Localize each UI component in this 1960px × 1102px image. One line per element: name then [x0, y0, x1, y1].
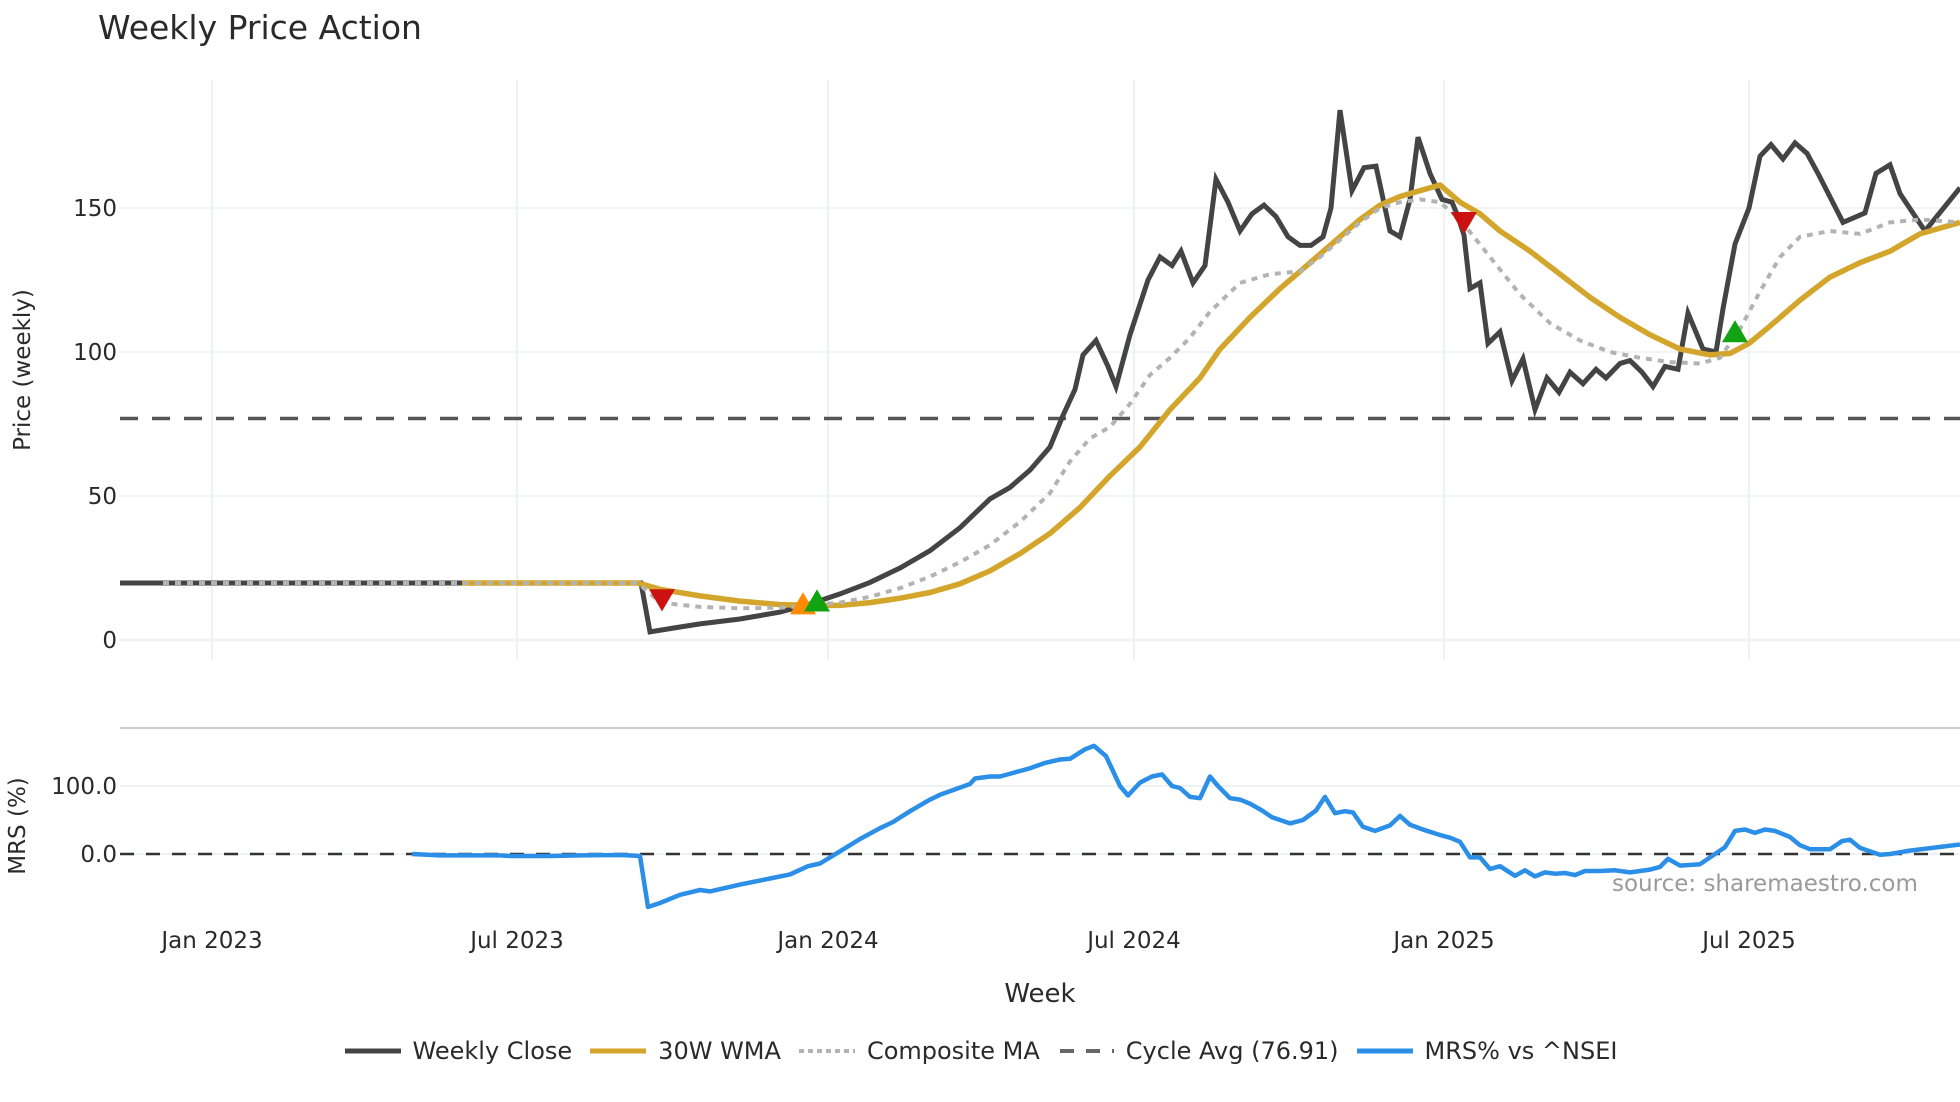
sell-signal-triangle-icon [1451, 212, 1477, 235]
buy-signal-triangle-icon [1722, 320, 1748, 343]
x-tick-label: Jan 2023 [159, 928, 262, 954]
legend-label: Composite MA [866, 1037, 1040, 1065]
price-axis-label: Price (weekly) [10, 289, 36, 451]
x-tick-label: Jan 2025 [1391, 928, 1494, 954]
x-tick-label: Jul 2025 [1700, 928, 1796, 954]
x-tick-label: Jul 2024 [1085, 928, 1181, 954]
y-tick-labels: 0 50 100 150 0.0 100.0 [51, 196, 117, 868]
sell-signal-triangle-icon [649, 589, 675, 612]
source-note: source: sharemaestro.com [1612, 871, 1918, 897]
mrs-axis-label: MRS (%) [5, 777, 31, 875]
30w-wma-line [462, 182, 1960, 609]
mrs-line [411, 743, 1960, 910]
legend: Weekly Close 30W WMA Composite MA Cycle … [0, 1037, 1960, 1065]
weekly-close-line [120, 109, 1960, 635]
mrs-tick-label: 0.0 [80, 842, 117, 868]
legend-label: Weekly Close [412, 1037, 573, 1065]
dotted-line-icon [798, 1049, 855, 1053]
price-tick-label: 100 [73, 340, 117, 366]
dashed-line-icon [1059, 1049, 1114, 1053]
legend-item-weekly-close[interactable]: Weekly Close [343, 1037, 573, 1065]
x-axis-label: Week [1004, 979, 1075, 1009]
legend-item-30w-wma[interactable]: 30W WMA [588, 1037, 781, 1065]
chart-title: Weekly Price Action [98, 8, 422, 47]
x-tick-labels: Jan 2023 Jul 2023 Jan 2024 Jul 2024 Jan 2025… [159, 928, 1795, 954]
x-tick-label: Jan 2024 [775, 928, 878, 954]
price-tick-label: 0 [102, 628, 117, 654]
solid-line-icon [1356, 1048, 1413, 1054]
solid-line-icon [590, 1048, 647, 1054]
legend-item-cycle-avg[interactable]: Cycle Avg (76.91) [1056, 1037, 1339, 1065]
price-tick-label: 150 [73, 196, 117, 222]
solid-line-icon [344, 1048, 401, 1054]
signal-markers [649, 212, 1748, 615]
grid-lines [120, 80, 1960, 855]
legend-item-mrs[interactable]: MRS% vs ^NSEI [1355, 1037, 1618, 1065]
legend-label: MRS% vs ^NSEI [1424, 1037, 1618, 1065]
legend-label: 30W WMA [658, 1037, 781, 1065]
price-tick-label: 50 [88, 484, 117, 510]
x-tick-label: Jul 2023 [468, 928, 564, 954]
composite-ma-line [163, 197, 1960, 611]
legend-item-composite-ma[interactable]: Composite MA [797, 1037, 1040, 1065]
buy-signal-triangle-icon [804, 589, 830, 612]
mrs-tick-label: 100.0 [51, 774, 117, 800]
data-series [120, 109, 1960, 910]
legend-label: Cycle Avg (76.91) [1125, 1037, 1339, 1065]
